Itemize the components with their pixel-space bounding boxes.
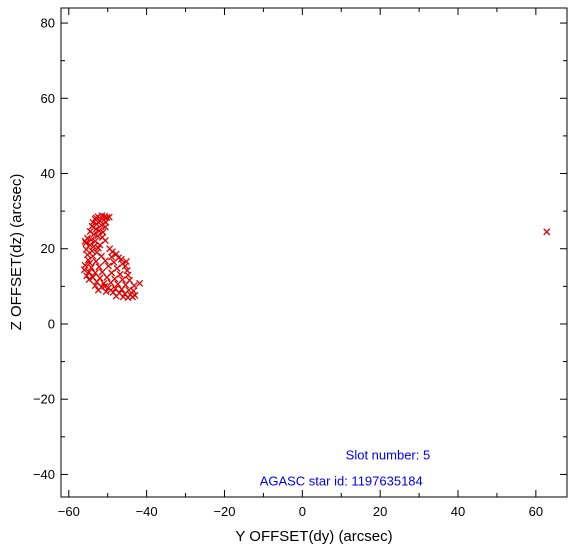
data-point [129, 293, 137, 301]
y-tick-label: 60 [41, 91, 55, 106]
data-point [95, 227, 103, 235]
data-points [80, 212, 551, 302]
data-point [112, 250, 120, 258]
annotation-text: AGASC star id: 1197635184 [260, 474, 423, 489]
y-tick-label: −40 [33, 467, 55, 482]
x-axis-title: Y OFFSET(dy) (arcsec) [235, 528, 392, 545]
data-point [82, 245, 90, 254]
data-point [101, 236, 109, 244]
x-tick-label: −40 [136, 504, 158, 519]
data-point [83, 251, 91, 259]
data-point [114, 280, 122, 288]
data-point [91, 282, 99, 290]
y-tick-label: −20 [33, 392, 55, 407]
data-point [110, 258, 118, 266]
y-tick-label: 40 [41, 166, 55, 181]
data-point [105, 213, 113, 221]
x-tick-label: 20 [373, 504, 387, 519]
data-point [81, 237, 89, 245]
data-point [116, 270, 124, 278]
y-tick-label: 0 [48, 316, 55, 331]
data-point [124, 271, 132, 279]
data-point [102, 288, 110, 296]
data-point [92, 225, 100, 233]
data-point [95, 263, 103, 271]
data-point [84, 256, 92, 264]
axis-ticks [61, 8, 567, 497]
x-tick-label: −60 [58, 504, 80, 519]
x-tick-labels: −60 −40 −20 0 20 40 60 [58, 504, 543, 519]
data-point [99, 228, 107, 236]
data-point [94, 286, 102, 294]
data-point [108, 253, 116, 261]
data-point [96, 241, 104, 249]
data-point [101, 223, 109, 231]
data-point [136, 279, 144, 287]
data-point [92, 214, 100, 222]
data-point [85, 268, 93, 276]
y-tick-labels: −40 −20 0 20 40 60 80 [33, 16, 55, 482]
x-tick-label: 40 [451, 504, 465, 519]
annotation-text: Slot number: 5 [346, 447, 431, 462]
data-point [107, 286, 115, 294]
data-point [97, 221, 105, 229]
y-tick-label: 20 [41, 241, 55, 256]
data-point [130, 282, 138, 290]
data-point [118, 285, 126, 293]
data-point [107, 279, 115, 287]
data-point [103, 273, 111, 281]
data-point [85, 276, 93, 284]
data-point [112, 292, 120, 300]
data-point [101, 257, 109, 265]
data-point [108, 248, 116, 256]
data-point [122, 258, 130, 266]
data-point [90, 230, 98, 238]
data-point [113, 264, 121, 272]
data-point [91, 269, 99, 277]
x-tick-label: 0 [299, 504, 306, 519]
y-axis-title: Z OFFSET(dz) (arcsec) [8, 174, 25, 331]
plot-frame [60, 7, 568, 498]
x-tick-label: −20 [213, 504, 235, 519]
x-tick-label: 60 [529, 504, 543, 519]
data-point [104, 262, 113, 270]
data-point [101, 282, 109, 290]
y-tick-label: 80 [41, 16, 55, 31]
data-point [92, 258, 100, 266]
data-point [93, 278, 101, 286]
data-point [543, 228, 551, 236]
annotations: Slot number: 5 AGASC star id: 1197635184 [260, 447, 431, 488]
data-point [98, 268, 106, 276]
data-point [86, 259, 94, 267]
data-point [83, 272, 91, 280]
data-point [87, 236, 95, 244]
data-point [80, 266, 88, 274]
data-point [94, 232, 102, 240]
